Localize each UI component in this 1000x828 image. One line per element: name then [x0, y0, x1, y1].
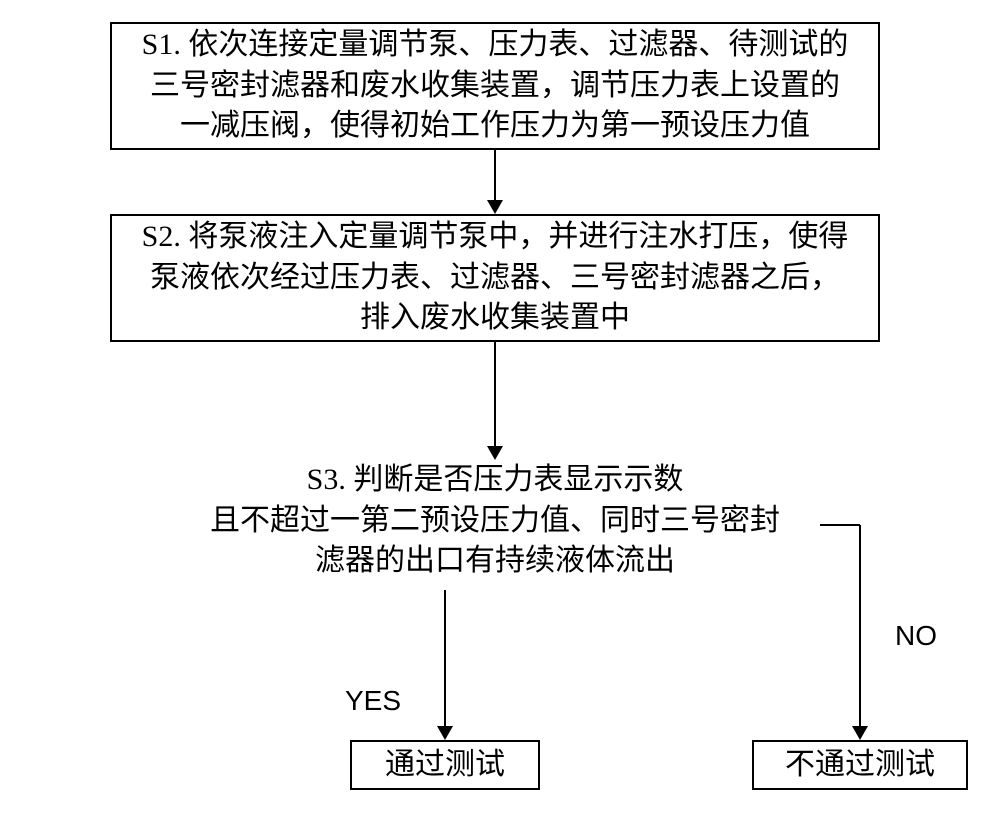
flow-step-s2: S2. 将泵液注入定量调节泵中，并进行注水打压，使得 泵液依次经过压力表、过滤器…: [110, 214, 880, 342]
fail-text: 不通过测试: [785, 745, 935, 786]
yes-label: YES: [345, 685, 401, 717]
flow-terminal-fail: 不通过测试: [752, 740, 968, 790]
s3-text: S3. 判断是否压力表显示示数 且不超过一第二预设压力值、同时三号密封 滤器的出…: [210, 460, 780, 582]
s1-text: S1. 依次连接定量调节泵、压力表、过滤器、待测试的 三号密封滤器和废水收集装置…: [142, 25, 849, 147]
flow-terminal-pass: 通过测试: [350, 740, 540, 790]
pass-text: 通过测试: [385, 745, 505, 786]
yes-label-text: YES: [345, 685, 401, 716]
s2-text: S2. 将泵液注入定量调节泵中，并进行注水打压，使得 泵液依次经过压力表、过滤器…: [142, 217, 849, 339]
flow-decision-s3: S3. 判断是否压力表显示示数 且不超过一第二预设压力值、同时三号密封 滤器的出…: [170, 460, 820, 582]
no-label-text: NO: [895, 620, 937, 651]
flow-step-s1: S1. 依次连接定量调节泵、压力表、过滤器、待测试的 三号密封滤器和废水收集装置…: [110, 22, 880, 150]
no-label: NO: [895, 620, 937, 652]
